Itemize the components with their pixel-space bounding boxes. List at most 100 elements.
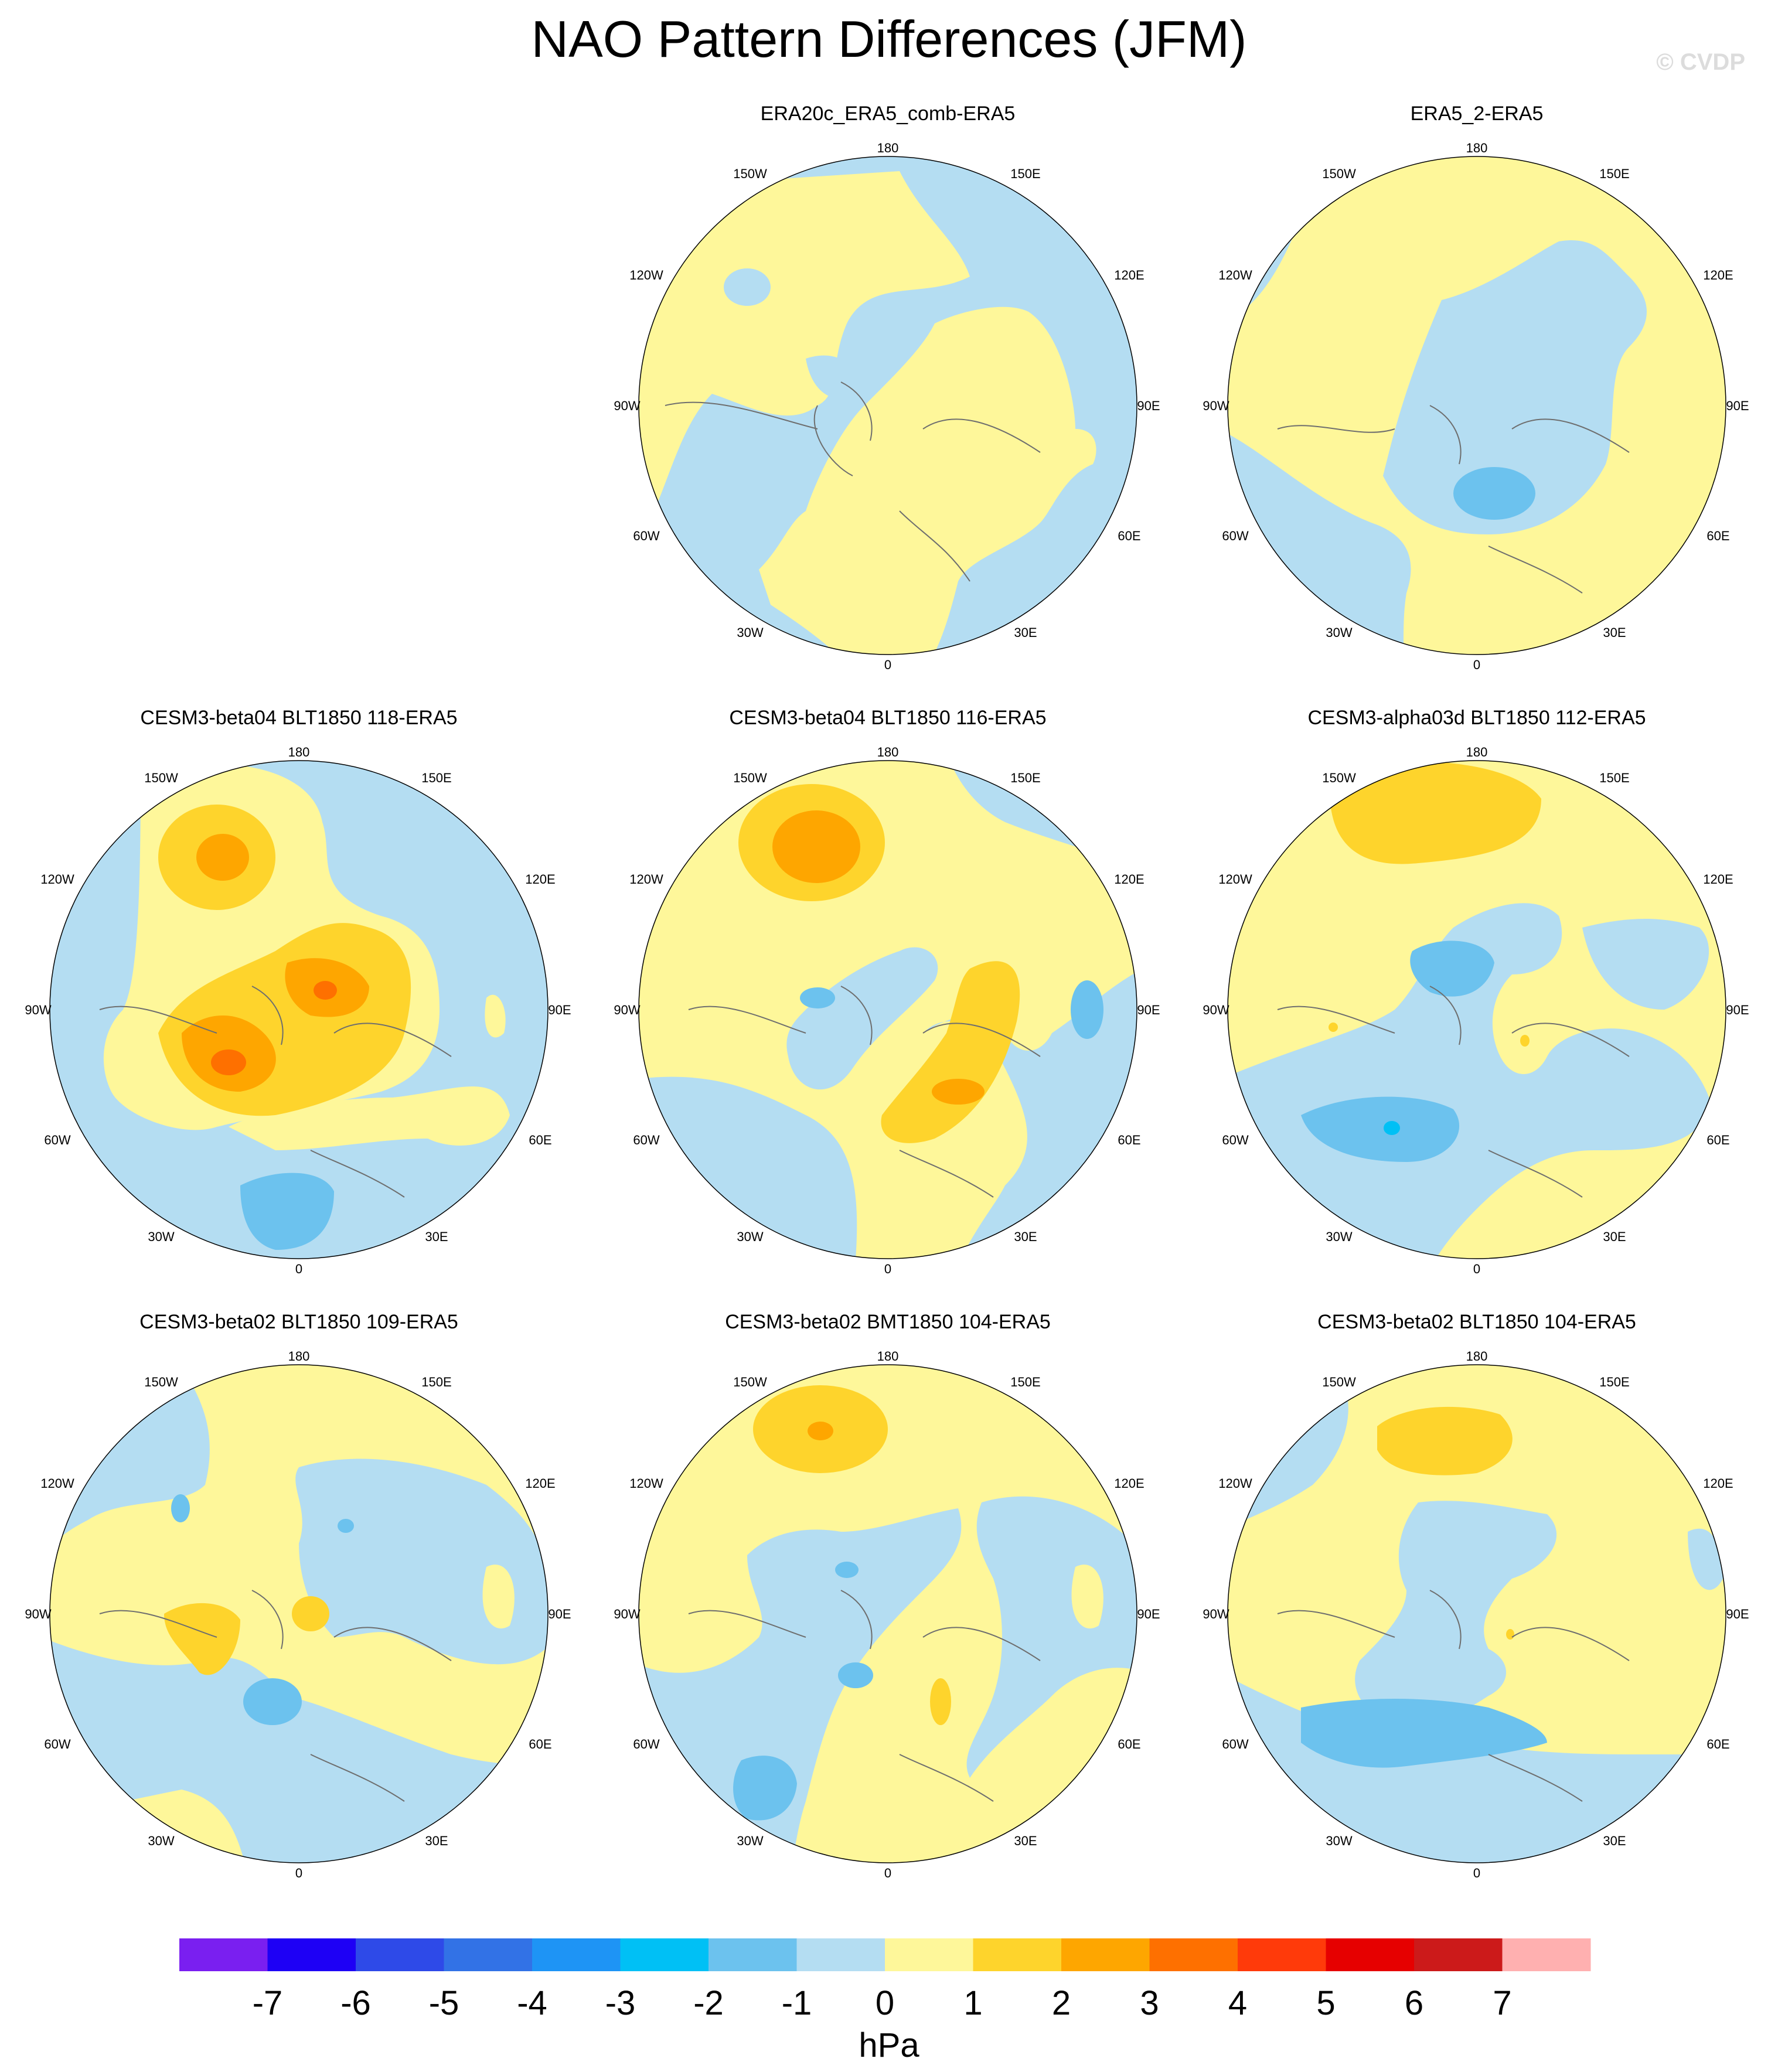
panel-cesm3-beta02-blt1850-104: CESM3-beta02 BLT1850 104-ERA5 180 0 150W 15… xyxy=(1184,1309,1770,1907)
negative-region-strong xyxy=(733,1756,797,1821)
negative-region xyxy=(786,947,938,1090)
panel-era5-2: ERA5_2-ERA5 180 0 150W 150E 120W 120E 90W 90E 60… xyxy=(1184,101,1770,698)
longitude-label-mid-lower-right: 60E xyxy=(529,1737,551,1751)
polar-map: 180 0 150W 150E 120W 120E 90W 90E 60W 60E 30W 30E xyxy=(614,141,1160,672)
colorbar-swatch xyxy=(532,1938,621,1971)
longitude-label-upper-right: 150E xyxy=(1599,771,1629,785)
positive-region-2 xyxy=(164,1603,240,1675)
negative-region xyxy=(1383,240,1647,534)
colorbar-swatch xyxy=(1414,1938,1503,1971)
positive-region-4 xyxy=(314,981,337,1000)
longitude-label-mid-upper-right: 120E xyxy=(1703,268,1733,282)
polar-map: 180 0 150W 150E 120W 120E 90W 90E 60W 60E 30W 30E xyxy=(1203,141,1749,672)
panel-cesm3-beta02-bmt1850-104: CESM3-beta02 BMT1850 104-ERA5 180 0 150W 15… xyxy=(595,1309,1181,1907)
longitude-label-upper-left: 150W xyxy=(733,771,767,785)
map-outline xyxy=(1227,1364,1726,1863)
longitude-label-right: 90E xyxy=(1726,1003,1749,1017)
coastline xyxy=(1277,1590,1630,1802)
longitude-label-bottom: 0 xyxy=(1473,1262,1480,1276)
longitude-label-lower-left: 30W xyxy=(1326,1834,1352,1848)
longitude-label-right: 90E xyxy=(1726,398,1749,413)
colorbar-tick-label: -6 xyxy=(340,1984,371,2022)
polar-map: 180 0 150W 150E 120W 120E 90W 90E 60W 60E 30W 30E xyxy=(1203,1349,1749,1880)
panel-title: ERA5_2-ERA5 xyxy=(1410,103,1544,125)
longitude-label-mid-lower-left: 60W xyxy=(1222,529,1248,543)
panel-title: ERA20c_ERA5_comb-ERA5 xyxy=(760,103,1016,125)
longitude-label-upper-right: 150E xyxy=(421,771,451,785)
longitude-label-lower-right: 30E xyxy=(425,1229,448,1244)
colorbar-tick-label: -2 xyxy=(693,1984,724,2022)
longitude-label-lower-left: 30W xyxy=(737,625,763,640)
panel-cesm3-beta04-blt1850-118: CESM3-beta04 BLT1850 118-ERA5 180 0 150W 15… xyxy=(6,705,592,1303)
colorbar-swatch xyxy=(1061,1938,1150,1971)
map-outline xyxy=(1227,156,1726,655)
longitude-label-mid-lower-left: 60W xyxy=(44,1133,70,1147)
longitude-label-lower-left: 30W xyxy=(148,1834,174,1848)
map-outline xyxy=(638,760,1137,1259)
longitude-label-bottom: 0 xyxy=(1473,657,1480,672)
colorbar-swatch xyxy=(709,1938,797,1971)
longitude-label-upper-left: 150W xyxy=(733,166,767,181)
negative-region-strong xyxy=(1453,467,1535,520)
positive-region xyxy=(482,1565,515,1629)
colorbar-swatch xyxy=(179,1938,268,1971)
negative-region-strong xyxy=(171,1494,190,1522)
longitude-label-upper-left: 150W xyxy=(733,1375,767,1389)
polar-map: 180 0 150W 150E 120W 120E 90W 90E 60W 60E 30W 30E xyxy=(25,745,571,1276)
positive-region-2 xyxy=(881,961,1020,1143)
longitude-label-upper-right: 150E xyxy=(1010,166,1040,181)
longitude-label-mid-upper-right: 120E xyxy=(1114,1476,1144,1491)
longitude-label-mid-upper-left: 120W xyxy=(629,268,663,282)
colorbar-tick-label: 2 xyxy=(1052,1984,1071,2022)
negative-region-strong xyxy=(1410,940,1494,997)
longitude-label-right: 90E xyxy=(1137,1607,1160,1621)
polar-map: 180 0 150W 150E 120W 120E 90W 90E 60W 60E 30W 30E xyxy=(614,1349,1160,1880)
longitude-label-top: 180 xyxy=(877,745,899,759)
longitude-label-mid-upper-right: 120E xyxy=(1114,872,1144,887)
longitude-label-right: 90E xyxy=(1726,1607,1749,1621)
longitude-label-bottom: 0 xyxy=(884,1262,891,1276)
longitude-label-left: 90W xyxy=(25,1607,51,1621)
map-outline xyxy=(49,760,549,1259)
longitude-label-mid-upper-left: 120W xyxy=(1218,872,1252,887)
longitude-label-upper-left: 150W xyxy=(144,771,178,785)
negative-region xyxy=(724,268,771,306)
positive-region xyxy=(229,1086,510,1150)
longitude-label-mid-upper-left: 120W xyxy=(40,1476,74,1491)
longitude-label-upper-right: 150E xyxy=(421,1375,451,1389)
negative-region-strong xyxy=(240,1173,334,1250)
positive-region-3 xyxy=(808,1422,833,1440)
negative-region xyxy=(966,1496,1137,1778)
longitude-label-mid-lower-left: 60W xyxy=(633,529,659,543)
longitude-label-mid-lower-left: 60W xyxy=(633,1133,659,1147)
coastline xyxy=(99,986,452,1198)
negative-region-strong xyxy=(243,1678,302,1725)
longitude-label-top: 180 xyxy=(877,1349,899,1364)
longitude-label-lower-right: 30E xyxy=(1603,1834,1626,1848)
watermark: © CVDP xyxy=(1656,49,1745,75)
longitude-label-mid-upper-right: 120E xyxy=(525,1476,555,1491)
longitude-label-mid-upper-left: 120W xyxy=(629,872,663,887)
longitude-label-left: 90W xyxy=(614,1003,640,1017)
longitude-label-right: 90E xyxy=(1137,1003,1160,1017)
longitude-label-mid-upper-left: 120W xyxy=(1218,1476,1252,1491)
longitude-label-lower-right: 30E xyxy=(1603,625,1626,640)
polar-map: 180 0 150W 150E 120W 120E 90W 90E 60W 60E 30W 30E xyxy=(25,1349,571,1880)
colorbar-tick-label: -3 xyxy=(605,1984,636,2022)
longitude-label-top: 180 xyxy=(288,1349,310,1364)
colorbar-tick-label: 6 xyxy=(1405,1984,1423,2022)
longitude-label-bottom: 0 xyxy=(1473,1866,1480,1880)
negative-region-strong xyxy=(838,1662,873,1688)
panel-title: CESM3-beta02 BLT1850 104-ERA5 xyxy=(1317,1311,1636,1333)
positive-region-2 xyxy=(1377,1406,1513,1475)
longitude-label-upper-right: 150E xyxy=(1010,771,1040,785)
positive-region-3 xyxy=(932,1079,985,1105)
negative-region xyxy=(806,355,856,398)
longitude-label-lower-left: 30W xyxy=(737,1834,763,1848)
colorbar-swatch xyxy=(885,1938,973,1971)
coastline xyxy=(1277,405,1630,594)
positive-region-4 xyxy=(211,1049,246,1075)
negative-region-strong xyxy=(835,1562,859,1578)
panel-title: CESM3-beta04 BLT1850 116-ERA5 xyxy=(729,707,1047,729)
longitude-label-right: 90E xyxy=(548,1607,571,1621)
